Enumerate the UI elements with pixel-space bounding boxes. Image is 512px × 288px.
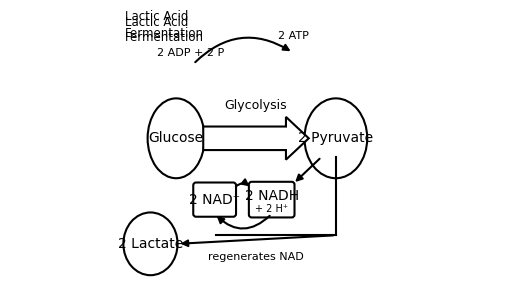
Text: 2 ADP + 2 P: 2 ADP + 2 P xyxy=(157,48,224,58)
Polygon shape xyxy=(203,117,309,160)
Text: Lactic Acid
Fermentation: Lactic Acid Fermentation xyxy=(125,10,204,40)
Text: + 2 H⁺: + 2 H⁺ xyxy=(255,204,288,214)
Text: 2 ATP: 2 ATP xyxy=(278,31,309,41)
Text: 2 Pyruvate: 2 Pyruvate xyxy=(298,131,373,145)
Text: 2 NADH: 2 NADH xyxy=(245,189,298,203)
Text: 2 Lactate: 2 Lactate xyxy=(118,237,183,251)
Text: Glucose: Glucose xyxy=(148,131,204,145)
Text: Glycolysis: Glycolysis xyxy=(225,99,287,112)
Text: Lactic Acid
Fermentation: Lactic Acid Fermentation xyxy=(125,16,204,44)
Text: regenerates NAD: regenerates NAD xyxy=(208,252,304,262)
Text: 2 NAD⁺: 2 NAD⁺ xyxy=(189,193,240,206)
